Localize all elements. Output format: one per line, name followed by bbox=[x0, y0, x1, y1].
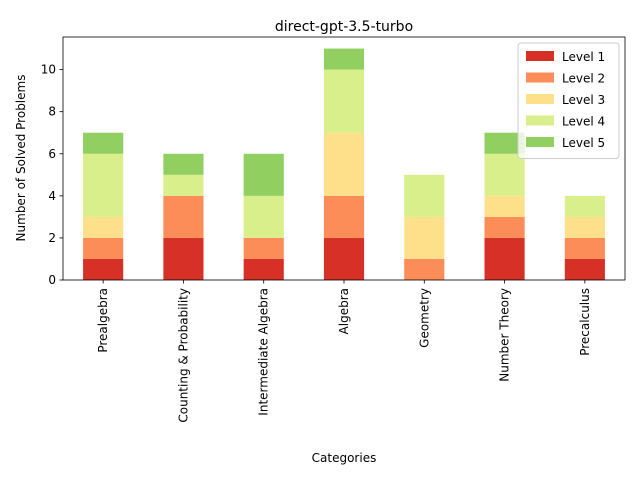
x-tick-label: Precalculus bbox=[578, 288, 592, 356]
bar-segment-4-1 bbox=[83, 153, 124, 217]
bar-segment-1-7 bbox=[564, 258, 605, 280]
legend-swatch-1 bbox=[526, 51, 554, 61]
bar-segment-1-4 bbox=[323, 237, 365, 280]
bar-segment-5-6 bbox=[484, 132, 525, 154]
bar-segment-3-7 bbox=[564, 216, 605, 238]
bar-segment-2-1 bbox=[83, 237, 124, 259]
x-tick-label: Prealgebra bbox=[96, 288, 110, 353]
bar-segment-5-1 bbox=[83, 132, 124, 154]
bar-segment-4-3 bbox=[243, 195, 284, 238]
legend-label-4: Level 4 bbox=[562, 115, 605, 129]
bar-segment-3-5 bbox=[404, 216, 445, 259]
bar-segment-5-4 bbox=[323, 48, 365, 70]
legend-label-2: Level 2 bbox=[562, 72, 605, 86]
y-tick-label: 2 bbox=[48, 231, 56, 245]
legend-label-1: Level 1 bbox=[562, 50, 605, 64]
y-axis-ticks: 0 2 4 6 8 10 bbox=[41, 63, 63, 287]
legend: Level 1 Level 2 Level 3 Level 4 Level 5 bbox=[517, 42, 620, 159]
bar-segment-1-1 bbox=[83, 258, 124, 280]
bar-segment-2-6 bbox=[484, 216, 525, 238]
bar-segment-4-5 bbox=[404, 174, 445, 217]
bar-segment-5-3 bbox=[243, 153, 284, 196]
legend-swatch-2 bbox=[526, 72, 554, 83]
bar-segment-3-4 bbox=[323, 132, 365, 196]
x-tick-label: Algebra bbox=[337, 288, 351, 334]
bar-segment-4-4 bbox=[323, 69, 365, 133]
x-tick-label: Geometry bbox=[417, 288, 431, 348]
y-tick-label: 10 bbox=[41, 63, 56, 77]
x-tick-label: Counting & Probability bbox=[176, 288, 190, 423]
bar-segment-3-1 bbox=[83, 216, 124, 238]
bar-segment-2-2 bbox=[163, 195, 204, 238]
bar-segment-4-7 bbox=[564, 195, 605, 217]
bar-group bbox=[83, 48, 605, 280]
bar-segment-2-5 bbox=[404, 258, 445, 280]
y-tick-label: 8 bbox=[48, 105, 56, 119]
bar-segment-1-2 bbox=[163, 237, 204, 280]
bar-segment-1-6 bbox=[484, 237, 525, 280]
y-tick-label: 0 bbox=[48, 273, 56, 287]
bar-segment-3-6 bbox=[484, 195, 525, 217]
y-tick-label: 6 bbox=[48, 147, 56, 161]
y-tick-label: 4 bbox=[48, 189, 56, 203]
legend-label-5: Level 5 bbox=[562, 136, 605, 150]
bar-segment-4-6 bbox=[484, 153, 525, 196]
x-axis-label: Categories bbox=[312, 451, 377, 465]
y-axis-label: Number of Solved Problems bbox=[14, 75, 28, 242]
legend-swatch-4 bbox=[526, 115, 554, 126]
bar-segment-1-3 bbox=[243, 258, 284, 280]
legend-swatch-3 bbox=[526, 94, 554, 104]
bar-segment-2-7 bbox=[564, 237, 605, 259]
legend-swatch-5 bbox=[526, 137, 554, 147]
legend-box bbox=[517, 42, 620, 159]
legend-label-3: Level 3 bbox=[562, 93, 605, 107]
bar-segment-4-2 bbox=[163, 174, 204, 196]
x-tick-label: Intermediate Algebra bbox=[257, 288, 271, 416]
x-tick-label: Number Theory bbox=[498, 288, 512, 382]
bar-segment-2-3 bbox=[243, 237, 284, 259]
bar-segment-5-2 bbox=[163, 153, 204, 175]
bar-segment-2-4 bbox=[323, 195, 365, 238]
x-axis-ticks: Prealgebra Counting & Probability Intermed… bbox=[96, 280, 592, 423]
chart-title: direct-gpt-3.5-turbo bbox=[275, 19, 413, 35]
